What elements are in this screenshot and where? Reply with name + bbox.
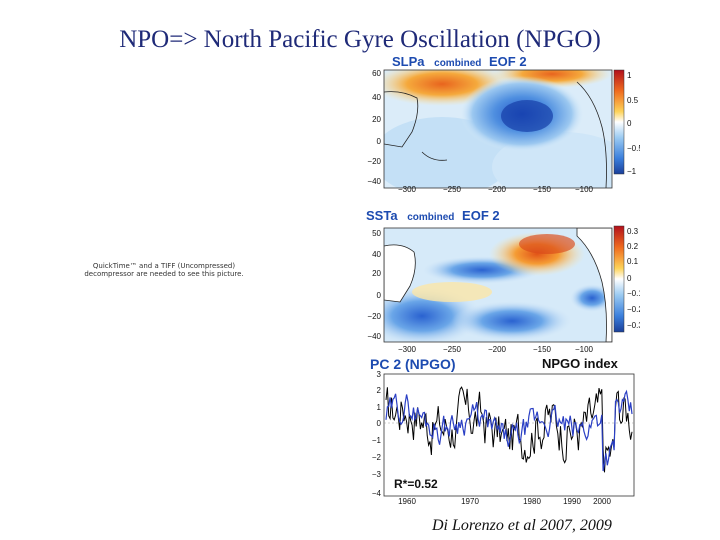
- pc2-x-tick: 1960: [398, 497, 416, 506]
- pc2-y-tick: −3: [372, 470, 382, 479]
- ssta-y-tick: 0: [377, 291, 382, 300]
- slpa-title-combined: combined: [434, 58, 482, 69]
- ssta-x-tick: −300: [398, 345, 417, 354]
- slpa-colorbar-tick: 0.5: [627, 96, 639, 105]
- pc2-blue-series: [385, 389, 633, 472]
- slpa-map-field: [384, 70, 612, 188]
- pc2-y-tick: −1: [372, 436, 382, 445]
- pc2-y-tick: 0: [377, 419, 382, 428]
- pc2-y-tick: −4: [372, 489, 382, 498]
- pc2-timeseries-plot: 3 2 1 0 −1 −2 −3 −4 1960 1970 1980 1990 …: [372, 370, 635, 506]
- ssta-colorbar-tick: 0: [627, 274, 632, 283]
- ssta-colorbar-tick: −0.1: [627, 289, 640, 298]
- pc2-y-tick: 2: [377, 386, 382, 395]
- slpa-colorbar-tick: 0: [627, 119, 632, 128]
- slpa-y-tick: 40: [372, 93, 381, 102]
- ssta-title: SSTa: [366, 208, 398, 223]
- slpa-title: SLPa: [392, 54, 425, 69]
- slpa-y-tick: 60: [372, 69, 381, 78]
- correlation-annotation: R*=0.52: [394, 477, 438, 491]
- slpa-x-tick: −150: [533, 185, 552, 194]
- slpa-y-tick: −40: [367, 177, 381, 186]
- ssta-colorbar-tick: −0.2: [627, 305, 640, 314]
- slpa-map: 60 40 20 0 −20 −40 −300 −250 −200 −150 −…: [367, 69, 640, 194]
- pc2-x-tick: 1980: [523, 497, 541, 506]
- ssta-colorbar-tick: 0.3: [627, 227, 639, 236]
- slpa-y-tick: 20: [372, 115, 381, 124]
- ssta-y-tick: −20: [367, 312, 381, 321]
- pc2-x-tick: 2000: [593, 497, 611, 506]
- ssta-x-tick: −200: [488, 345, 507, 354]
- ssta-y-tick: −40: [367, 332, 381, 341]
- pc2-x-tick: 1990: [563, 497, 581, 506]
- slpa-colorbar-tick: −1: [627, 167, 637, 176]
- ssta-colorbar-tick: −0.3: [627, 321, 640, 330]
- pc2-y-tick: 1: [377, 403, 382, 412]
- ssta-y-tick: 50: [372, 229, 381, 238]
- pc2-y-tick: −2: [372, 453, 382, 462]
- slpa-x-tick: −200: [488, 185, 507, 194]
- slpa-x-tick: −250: [443, 185, 462, 194]
- ssta-x-tick: −250: [443, 345, 462, 354]
- slide-title: NPO=> North Pacific Gyre Oscillation (NP…: [119, 26, 601, 53]
- slpa-eof2-map-panel: SLPa combined EOF 2: [362, 52, 640, 194]
- ssta-eof2-map-panel: SSTa combined EOF 2: [362, 206, 640, 356]
- slpa-colorbar-tick: −0.5: [627, 144, 640, 153]
- npgo-index-label: NPGO index: [542, 356, 618, 371]
- ssta-x-tick: −100: [575, 345, 594, 354]
- ssta-map: 50 40 20 0 −20 −40 −300 −250 −200 −150 −…: [367, 225, 640, 354]
- slpa-y-tick: −20: [367, 157, 381, 166]
- slpa-title-eof: EOF 2: [489, 54, 527, 69]
- pc2-npgo-panel: PC 2 (NPGO) NPGO index 3 2 1 0 −1 −2 −3 …: [362, 356, 640, 506]
- pc2-y-tick: 3: [377, 370, 382, 379]
- slpa-y-tick: 0: [377, 137, 382, 146]
- ssta-y-tick: 40: [372, 250, 381, 259]
- pc2-title: PC 2 (NPGO): [370, 356, 456, 372]
- slpa-x-tick: −300: [398, 185, 417, 194]
- ssta-colorbar-tick: 0.2: [627, 242, 639, 251]
- citation: Di Lorenzo et al 2007, 2009: [432, 517, 612, 534]
- slpa-colorbar-tick: 1: [627, 71, 632, 80]
- pc2-x-tick: 1970: [461, 497, 479, 506]
- ssta-colorbar-tick: 0.1: [627, 257, 639, 266]
- ssta-title-combined: combined: [407, 212, 455, 223]
- quicktime-placeholder-text: QuickTime™ and a TIFF (Uncompressed) dec…: [84, 262, 244, 278]
- ssta-title-eof: EOF 2: [462, 208, 500, 223]
- ssta-x-tick: −150: [533, 345, 552, 354]
- slpa-x-tick: −100: [575, 185, 594, 194]
- ssta-y-tick: 20: [372, 269, 381, 278]
- npgo-index-black-series: [385, 386, 633, 473]
- ssta-map-field: [384, 228, 612, 342]
